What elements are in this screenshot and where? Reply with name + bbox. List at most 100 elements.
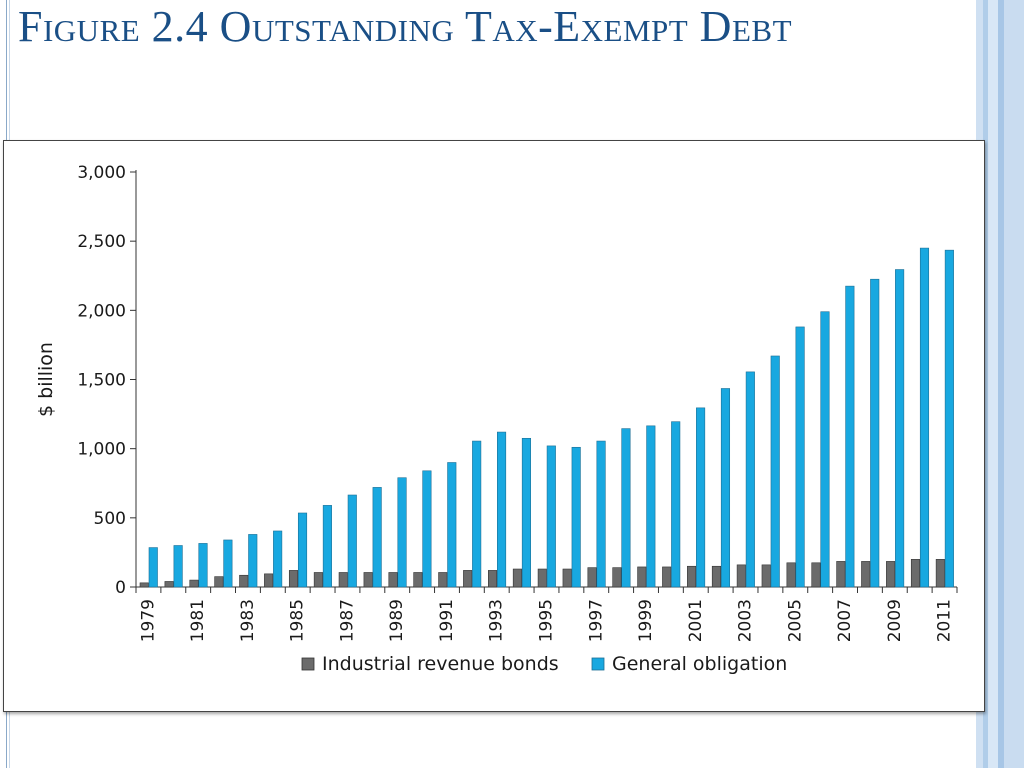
legend-swatch-industrial — [301, 657, 315, 671]
bar-industrial-revenue-bonds — [836, 561, 846, 588]
bar-industrial-revenue-bonds — [139, 582, 149, 588]
bar-industrial-revenue-bonds — [388, 572, 398, 588]
x-tick-label: 2007 — [835, 599, 855, 642]
y-tick-label: 2,500 — [77, 232, 126, 252]
bar-industrial-revenue-bonds — [363, 572, 373, 588]
bar-general-obligation — [671, 421, 681, 588]
x-tick-label: 2009 — [885, 599, 905, 642]
bar-industrial-revenue-bonds — [189, 579, 199, 588]
bar-general-obligation — [372, 487, 382, 588]
bar-general-obligation — [795, 326, 805, 588]
bar-chart: 0 500 1,000 1,500 2,000 2,500 3,000 $ billion 19… — [35, 163, 958, 675]
bar-general-obligation — [720, 388, 731, 588]
bar-industrial-revenue-bonds — [438, 572, 448, 588]
bar-general-obligation — [944, 249, 954, 588]
bar-general-obligation — [745, 371, 755, 588]
bar-general-obligation — [571, 446, 581, 588]
bar-industrial-revenue-bonds — [935, 559, 945, 588]
y-tick-label: 1,000 — [77, 440, 126, 460]
bar-general-obligation — [397, 477, 407, 588]
x-tick-label: 1999 — [636, 599, 656, 642]
bar-industrial-revenue-bonds — [910, 559, 921, 588]
bar-industrial-revenue-bonds — [861, 561, 871, 588]
x-tick-label: 2005 — [785, 599, 805, 642]
bar-industrial-revenue-bonds — [587, 567, 597, 588]
y-tick-label: 3,000 — [77, 163, 126, 183]
bar-industrial-revenue-bonds — [463, 570, 473, 588]
bar-general-obligation — [596, 440, 606, 588]
bar-industrial-revenue-bonds — [512, 568, 522, 588]
decor-stripe — [983, 0, 988, 768]
decor-stripe — [1004, 0, 1024, 768]
bar-general-obligation — [820, 311, 830, 588]
bar-general-obligation — [322, 505, 332, 588]
bar-industrial-revenue-bonds — [562, 568, 572, 588]
x-tick-label: 1993 — [487, 599, 507, 642]
decor-stripe — [998, 0, 1004, 768]
bar-industrial-revenue-bonds — [413, 572, 423, 588]
bar-industrial-revenue-bonds — [214, 576, 224, 588]
bar-industrial-revenue-bonds — [338, 572, 348, 588]
bar-industrial-revenue-bonds — [488, 570, 498, 588]
bar-general-obligation — [919, 247, 930, 588]
x-tick-label: 2003 — [736, 599, 756, 642]
bar-industrial-revenue-bonds — [612, 567, 622, 588]
legend-swatch-general — [591, 657, 605, 671]
bar-industrial-revenue-bonds — [264, 573, 274, 588]
bar-industrial-revenue-bonds — [288, 570, 299, 588]
bar-general-obligation — [770, 355, 780, 588]
bar-industrial-revenue-bonds — [662, 566, 672, 588]
bar-industrial-revenue-bonds — [811, 562, 821, 588]
bar-general-obligation — [273, 530, 283, 588]
x-tick-label: 1995 — [537, 599, 557, 642]
x-tick-label: 1985 — [288, 599, 308, 642]
legend-label-general: General obligation — [612, 653, 787, 675]
bar-general-obligation — [347, 494, 357, 588]
bar-general-obligation — [472, 440, 482, 588]
bar-general-obligation — [895, 269, 905, 588]
bar-industrial-revenue-bonds — [537, 568, 547, 588]
bar-general-obligation — [447, 462, 457, 588]
bar-general-obligation — [546, 445, 556, 588]
x-tick-label: 1997 — [586, 599, 606, 642]
bar-general-obligation — [497, 431, 507, 588]
x-tick-label: 1987 — [337, 599, 357, 642]
bar-industrial-revenue-bonds — [736, 564, 746, 588]
decor-stripe — [988, 0, 998, 768]
x-tick-label: 1989 — [387, 599, 407, 642]
bar-industrial-revenue-bonds — [313, 572, 323, 588]
y-tick-label: 500 — [94, 509, 126, 529]
bar-general-obligation — [870, 278, 880, 588]
bar-general-obligation — [173, 545, 183, 588]
bar-general-obligation — [422, 470, 432, 588]
bar-industrial-revenue-bonds — [239, 574, 249, 588]
legend-label-industrial: Industrial revenue bonds — [322, 653, 559, 675]
bar-general-obligation — [845, 285, 855, 588]
y-tick-label: 2,000 — [77, 301, 126, 321]
x-tick-label: 1979 — [138, 599, 158, 642]
bar-industrial-revenue-bonds — [711, 565, 722, 588]
bar-industrial-revenue-bonds — [886, 561, 896, 588]
bar-general-obligation — [248, 534, 258, 588]
bar-general-obligation — [646, 425, 656, 588]
bar-general-obligation — [696, 407, 706, 588]
bar-general-obligation — [148, 547, 158, 588]
bar-industrial-revenue-bonds — [637, 566, 647, 588]
x-tick-label: 2011 — [935, 599, 955, 642]
bar-general-obligation — [521, 437, 531, 588]
bar-general-obligation — [198, 543, 208, 588]
x-tick-label: 1991 — [437, 599, 457, 642]
bar-industrial-revenue-bonds — [786, 562, 796, 588]
x-tick-label: 2001 — [686, 599, 706, 642]
slide-title: Figure 2.4 Outstanding Tax-Exempt Debt — [18, 2, 793, 51]
chart-frame: 0 500 1,000 1,500 2,000 2,500 3,000 $ billion 19… — [3, 140, 985, 712]
bar-general-obligation — [297, 512, 308, 588]
x-tick-label: 1981 — [188, 599, 208, 642]
y-tick-label: 1,500 — [77, 371, 126, 391]
y-axis-title: $ billion — [35, 342, 57, 417]
bar-industrial-revenue-bonds — [761, 564, 771, 588]
bar-industrial-revenue-bonds — [687, 565, 697, 588]
y-tick-label: 0 — [115, 578, 126, 598]
bar-general-obligation — [223, 539, 233, 588]
bar-general-obligation — [621, 428, 631, 588]
